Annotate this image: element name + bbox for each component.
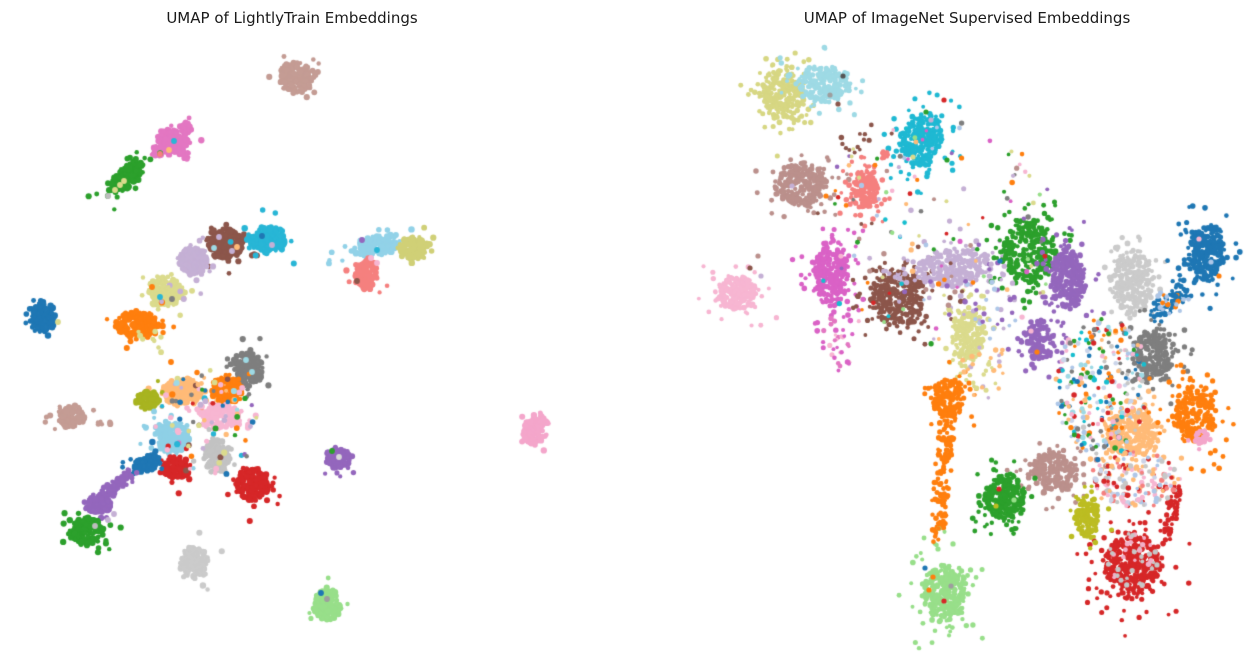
left-plot-title: UMAP of LightlyTrain Embeddings [166, 9, 418, 27]
right-plot-title: UMAP of ImageNet Supervised Embeddings [803, 9, 1131, 27]
